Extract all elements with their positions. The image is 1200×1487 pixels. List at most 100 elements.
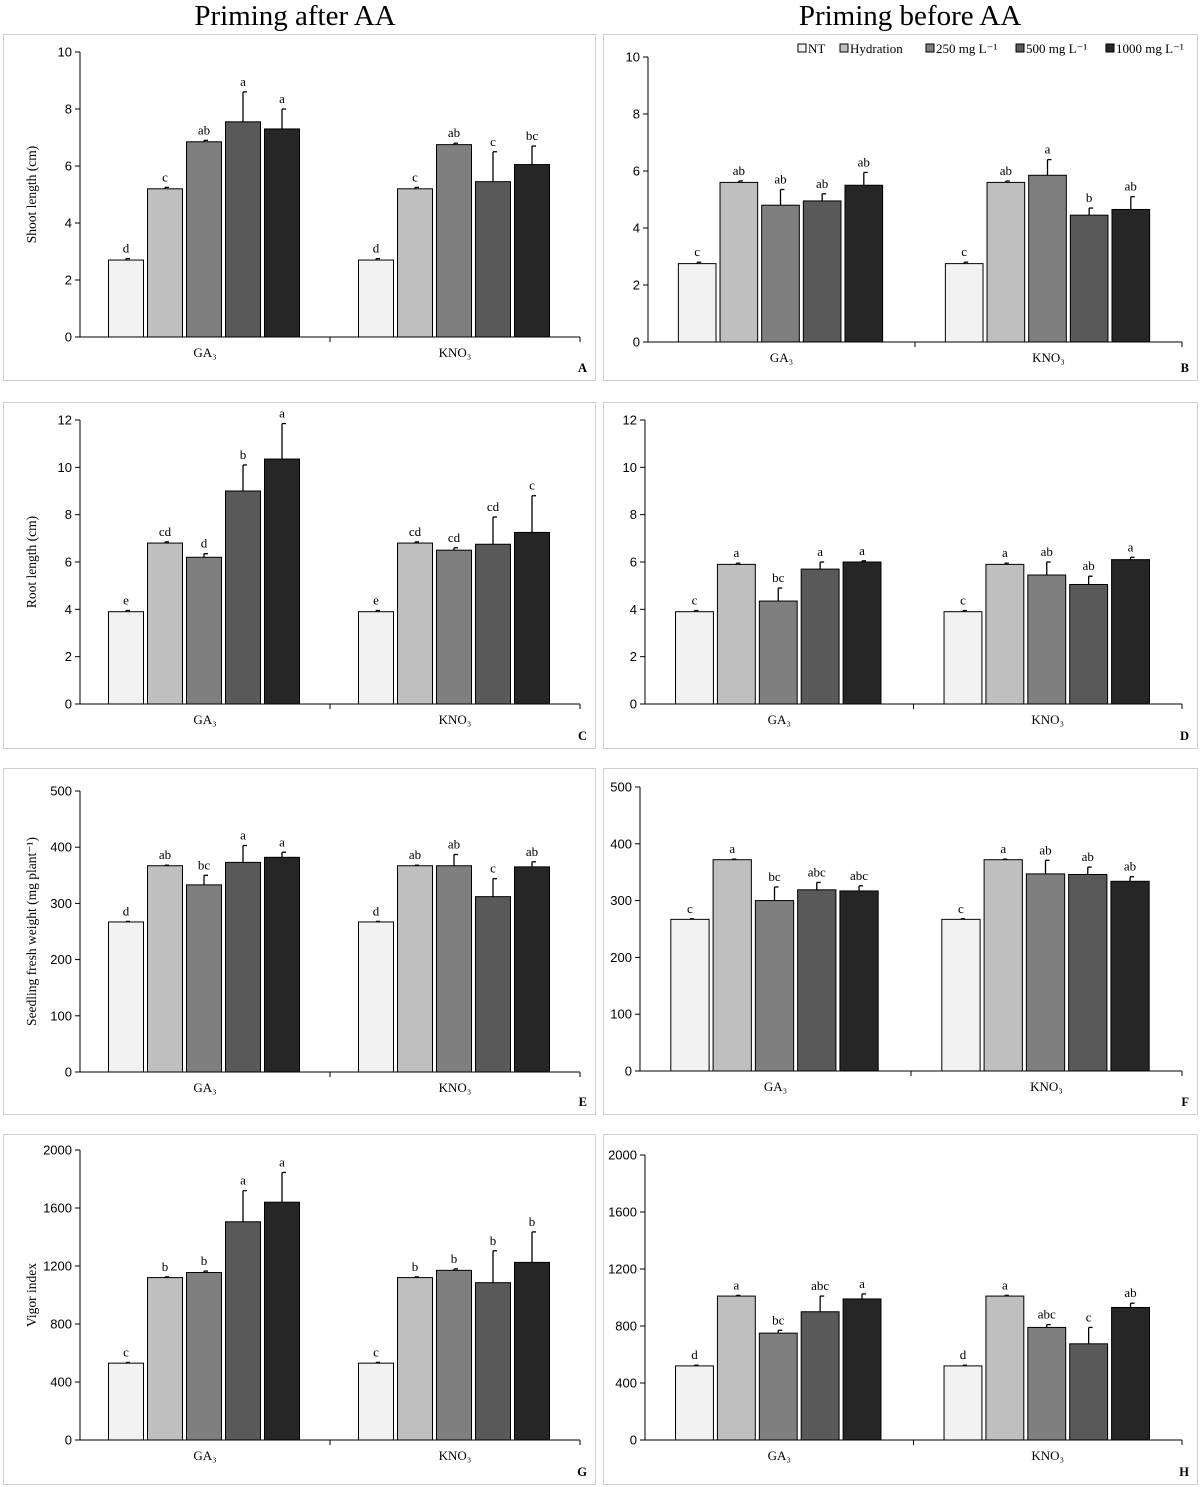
- panel-frame: [603, 768, 1198, 1115]
- bar: [842, 1298, 882, 1441]
- bar: [475, 181, 511, 338]
- bar: [716, 1295, 756, 1441]
- bar: [147, 542, 183, 705]
- significance-letter: a: [240, 1173, 246, 1188]
- significance-letter: c: [162, 169, 168, 184]
- x-tick-label: GA₃: [768, 712, 791, 727]
- bar: [475, 1282, 511, 1441]
- significance-letter: d: [123, 903, 130, 918]
- bar: [264, 458, 300, 705]
- significance-letter: c: [958, 901, 964, 916]
- bar: [1110, 880, 1150, 1072]
- y-tick-label: 300: [50, 896, 72, 911]
- x-tick-label: KNO₃: [439, 1448, 472, 1463]
- bar: [436, 144, 472, 338]
- bar: [225, 1221, 261, 1441]
- legend-entry: 500 mg L⁻¹: [1026, 41, 1087, 56]
- bar: [514, 1261, 550, 1441]
- significance-letter: ab: [774, 172, 786, 187]
- y-tick-label: 2000: [608, 1148, 637, 1163]
- significance-letter: ab: [448, 837, 460, 852]
- significance-letter: e: [123, 593, 129, 608]
- x-tick-label: GA₃: [193, 712, 216, 727]
- significance-letter: a: [859, 1276, 865, 1291]
- bar: [985, 1295, 1025, 1441]
- panel-c: 0 2 4 6 8 10 12 Root length (cm) GA₃ e cd d b a KNO₃ e c…: [3, 402, 596, 749]
- x-tick-label: KNO₃: [1032, 350, 1065, 365]
- bar: [1069, 214, 1109, 343]
- panel-frame: [3, 1134, 596, 1485]
- y-tick-label: 800: [615, 1319, 637, 1334]
- significance-letter: ab: [1000, 163, 1012, 178]
- bar: [839, 890, 879, 1072]
- legend-swatch: [797, 43, 807, 53]
- bar: [358, 1362, 394, 1441]
- y-tick-label: 8: [65, 507, 72, 522]
- significance-letter: a: [279, 1154, 285, 1169]
- significance-letter: d: [373, 241, 380, 256]
- bar: [943, 611, 983, 705]
- significance-letter: abc: [850, 868, 868, 883]
- bar: [108, 1362, 144, 1441]
- bar: [1111, 208, 1151, 343]
- significance-letter: c: [490, 861, 496, 876]
- significance-letter: ab: [526, 844, 538, 859]
- bar: [397, 188, 433, 338]
- bar: [186, 884, 222, 1073]
- significance-letter: c: [961, 244, 967, 259]
- y-tick-label: 0: [65, 330, 72, 345]
- y-tick-label: 8: [633, 107, 640, 122]
- bar: [264, 128, 300, 338]
- bar: [761, 204, 800, 343]
- bar: [186, 1272, 222, 1441]
- bar: [1025, 873, 1066, 1072]
- y-tick-label: 4: [65, 216, 72, 231]
- significance-letter: ab: [1125, 179, 1137, 194]
- significance-letter: d: [373, 903, 380, 918]
- significance-letter: d: [201, 536, 208, 551]
- legend-swatch: [839, 43, 849, 53]
- column-title-priming-after: Priming after AA: [194, 0, 396, 32]
- y-tick-label: 6: [65, 555, 72, 570]
- y-tick-label: 4: [630, 602, 637, 617]
- y-tick-label: 4: [633, 221, 640, 236]
- significance-letter: cd: [448, 530, 461, 545]
- significance-letter: b: [201, 1253, 208, 1268]
- bar: [436, 1269, 472, 1441]
- bar: [1068, 873, 1108, 1072]
- significance-letter: b: [529, 1214, 536, 1229]
- y-tick-label: 6: [65, 159, 72, 174]
- x-tick-label: KNO₃: [1030, 1079, 1063, 1094]
- significance-letter: b: [1086, 190, 1093, 205]
- x-tick-label: GA₃: [193, 1080, 216, 1095]
- significance-letter: a: [240, 828, 246, 843]
- x-tick-label: GA₃: [193, 345, 216, 360]
- x-tick-label: GA₃: [770, 350, 793, 365]
- significance-letter: a: [1002, 1277, 1008, 1292]
- significance-letter: c: [960, 593, 966, 608]
- significance-letter: b: [162, 1259, 169, 1274]
- significance-letter: a: [1128, 539, 1134, 554]
- significance-letter: c: [373, 1344, 379, 1359]
- bar: [264, 1201, 300, 1441]
- y-tick-label: 10: [58, 45, 72, 60]
- significance-letter: c: [694, 244, 700, 259]
- significance-letter: a: [729, 841, 735, 856]
- significance-letter: bc: [198, 857, 211, 872]
- significance-letter: a: [279, 834, 285, 849]
- y-tick-label: 300: [610, 893, 632, 908]
- significance-letter: b: [412, 1259, 419, 1274]
- y-tick-label: 10: [58, 460, 72, 475]
- significance-letter: d: [123, 241, 130, 256]
- y-tick-label: 2: [65, 273, 72, 288]
- significance-letter: cd: [409, 524, 422, 539]
- significance-letter: bc: [772, 570, 785, 585]
- bar: [397, 542, 433, 705]
- significance-letter: c: [692, 593, 698, 608]
- bar: [986, 181, 1026, 343]
- significance-letter: a: [1002, 545, 1008, 560]
- significance-letter: e: [373, 593, 379, 608]
